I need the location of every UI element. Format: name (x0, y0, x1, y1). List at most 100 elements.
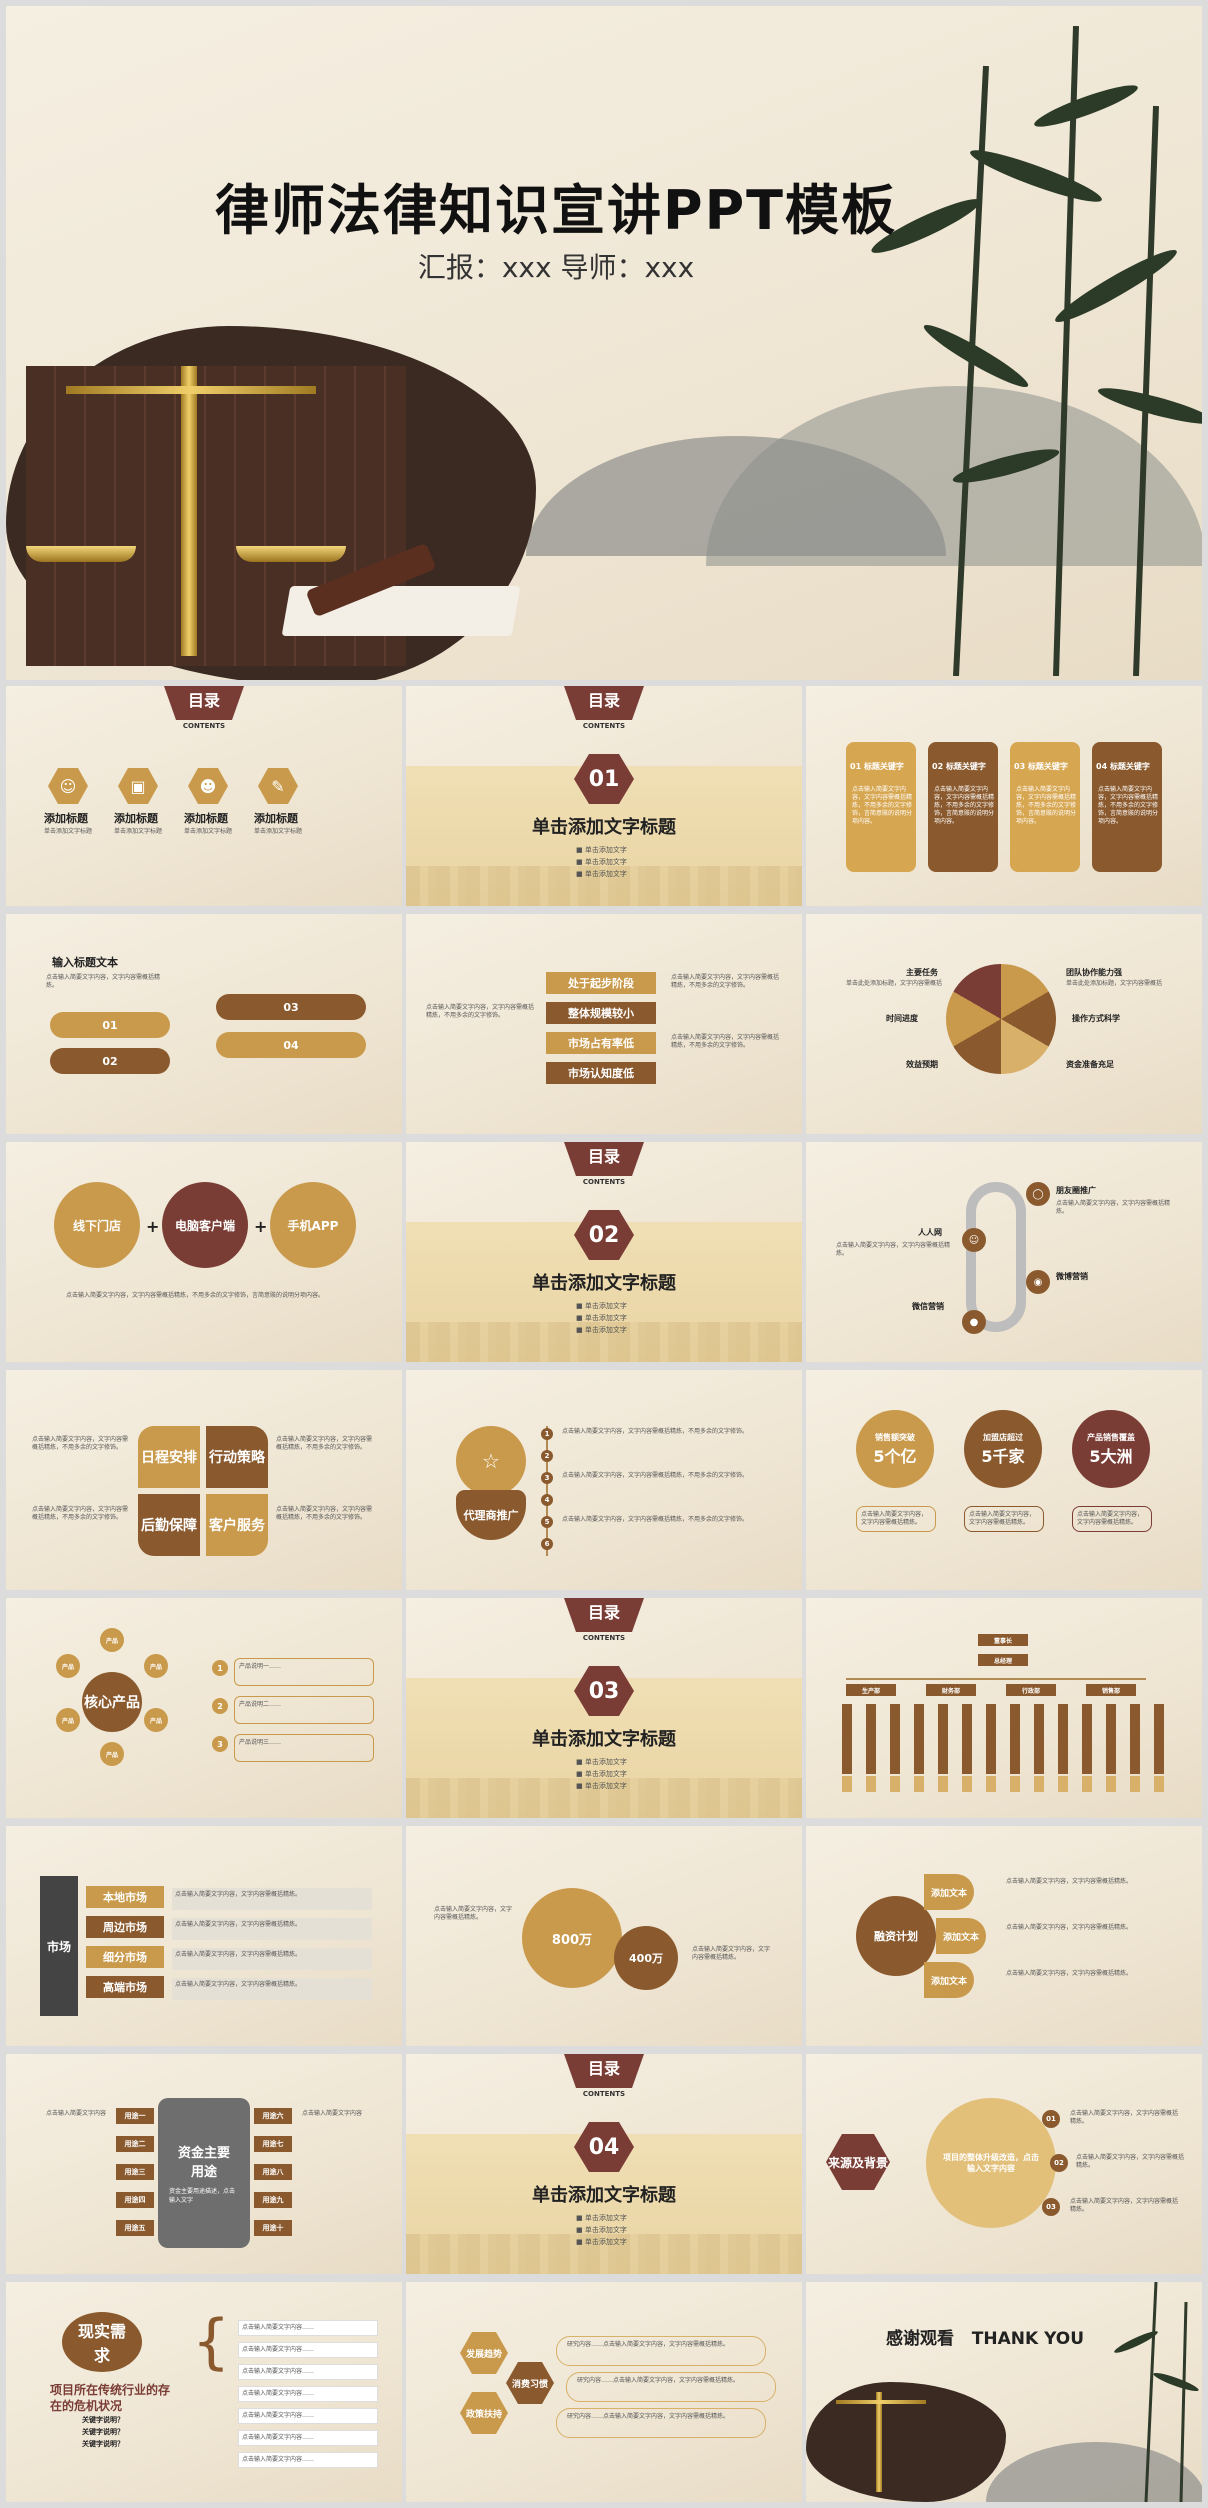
slide-core-product[interactable]: 核心产品 产品 产品 产品 产品 产品 产品 1 2 3 产品说明一…… 产品说… (6, 1598, 402, 1818)
quad-item: 客户服务 (206, 1494, 268, 1556)
demand-question: 关键字说明？ (82, 2416, 124, 2424)
page-title: 律师法律知识宣讲PPT模板 (215, 179, 897, 242)
slide-section-01[interactable]: 目录 CONTENTS 01 单击添加文字标题 ■ 单击添加文字 ■ 单击添加文… (406, 686, 802, 906)
slide-stage-arrows[interactable]: 处于起步阶段 整体规模较小 市场占有率低 市场认知度低 点击输入简要文字内容，文… (406, 914, 802, 1134)
card-title: 03 标题关键字 (1014, 762, 1068, 771)
slide-agent-promo[interactable]: ☆ 代理商推广 1 2 3 4 5 6 点击输入简要文字内容，文字内容需概括精炼… (406, 1370, 802, 1590)
image-icon: ▣ (118, 768, 158, 804)
slide-keyword-cards[interactable]: 01 标题关键字 02 标题关键字 03 标题关键字 04 标题关键字 点击输入… (806, 686, 1202, 906)
stage-text: 点击输入简要文字内容，文字内容需概括精炼，不用多余的文字修饰。 (426, 1004, 535, 1020)
slide-thanks[interactable]: 感谢观看 THANK YOU (806, 2282, 1202, 2502)
usage-center: 资金主要用途 资金主要用途描述，点击输入文字 (158, 2098, 250, 2248)
org-node: 销售部 (1086, 1684, 1136, 1696)
pie-text: 单击此处添加标题，文字内容需概括 (846, 980, 943, 987)
toc-item-sub: 单击添加文字标题 (114, 828, 163, 835)
agent-label: 代理商推广 (456, 1490, 526, 1540)
trend-text: 研究内容……点击输入简要文字内容，文字内容需概括精炼。 (556, 2408, 766, 2438)
slide-org-chart[interactable]: 董事长 总经理 生产部 财务部 行政部 销售部 (806, 1598, 1202, 1818)
slide-real-demand[interactable]: 现实需求 项目所在传统行业的存在的危机状况 关键字说明？ 关键字说明？ 关键字说… (6, 2282, 402, 2502)
user-icon: ☻ (188, 768, 228, 804)
step-number: 5 (541, 1516, 553, 1528)
contents-label: CONTENTS (582, 2090, 626, 2098)
section-bullet: ■ 单击添加文字 (576, 2226, 627, 2234)
slide-achievements[interactable]: 销售额突破 5个亿 加盟店超过 5千家 产品销售覆盖 5大洲 点击输入简要文字内容，文… (806, 1370, 1202, 1590)
contents-label: CONTENTS (582, 1634, 626, 1642)
section-bullet: ■ 单击添加文字 (576, 1314, 627, 1322)
petal: 产品 (100, 1742, 124, 1766)
slide-quadrant[interactable]: 日程安排 行动策略 后勤保障 客户服务 点击输入简要文字内容，文字内容需概括精炼… (6, 1370, 402, 1590)
slide-fund-usage[interactable]: 资金主要用途 资金主要用途描述，点击输入文字 用途一 用途二 用途三 用途四 用途… (6, 2054, 402, 2274)
demand-item: 点击输入简要文字内容…… (238, 2364, 378, 2380)
trend-text: 研究内容……点击输入简要文字内容，文字内容需概括精炼。 (566, 2372, 776, 2402)
market-row: 高端市场 (86, 1976, 164, 1998)
plan-center: 融资计划 (856, 1896, 936, 1976)
toc-item-sub: 单击添加文字标题 (254, 828, 303, 835)
card-text: 点击输入简要文字内容，文字内容需概括精炼，不用多余的文字修饰，言简意赅的说明分项… (1098, 786, 1159, 826)
pie-label: 资金准备充足 (1066, 1060, 1114, 1069)
demand-item: 点击输入简要文字内容…… (238, 2408, 378, 2424)
amount-large: 800万 (522, 1888, 622, 1988)
card-text: 点击输入简要文字内容，文字内容需概括精炼，不用多余的文字修饰，言简意赅的说明分项… (934, 786, 995, 826)
slide-funding-amounts[interactable]: 800万 400万 点击输入简要文字内容，文字内容需概括精炼。 点击输入简要文字… (406, 1826, 802, 2046)
slide-market[interactable]: 市场 本地市场 周边市场 细分市场 高端市场 点击输入简要文字内容，文字内容需概… (6, 1826, 402, 2046)
demand-title: 项目所在传统行业的存在的危机状况 (50, 2383, 171, 2414)
scale-pan-left (26, 546, 136, 562)
usage-left: 用途一 (116, 2108, 154, 2124)
keyword-card[interactable] (1010, 742, 1080, 872)
slide-section-02[interactable]: 目录 CONTENTS 02 单击添加文字标题 ■ 单击添加文字 ■ 单击添加文… (406, 1142, 802, 1362)
usage-left: 用途五 (116, 2220, 154, 2236)
usage-left: 用途三 (116, 2164, 154, 2180)
trend-hex: 消费习惯 (506, 2362, 554, 2404)
slide-channels[interactable]: 线下门店 电脑客户端 手机APP + + 点击输入简要文字内容，文字内容需概括精… (6, 1142, 402, 1362)
plan-part: 添加文本 (936, 1918, 986, 1954)
market-text: 点击输入简要文字内容，文字内容需概括精炼。 (172, 1978, 372, 2000)
timeline-line (546, 1426, 548, 1556)
market-row: 周边市场 (86, 1916, 164, 1938)
background-text: 点击输入简要文字内容，文字内容需概括精炼。 (1070, 2198, 1179, 2214)
slide-financing-plan[interactable]: 融资计划 添加文本 添加文本 添加文本 点击输入简要文字内容，文字内容需概括精炼… (806, 1826, 1202, 2046)
keyword-card[interactable] (928, 742, 998, 872)
stat-text: 点击输入简要文字内容，文字内容需概括精炼。 (1072, 1506, 1152, 1533)
slide-numbered-arrows[interactable]: 输入标题文本 01 02 03 04 点击输入简要文字内容，文字内容需概括精炼。 (6, 914, 402, 1134)
market-row: 细分市场 (86, 1946, 164, 1968)
stage-step: 处于起步阶段 (546, 972, 656, 994)
market-row: 本地市场 (86, 1886, 164, 1908)
trend-text: 研究内容……点击输入简要文字内容，文字内容需概括精炼。 (556, 2336, 766, 2366)
toc-item: 添加标题 (254, 812, 298, 825)
plan-text: 点击输入简要文字内容，文字内容需概括精炼。 (1006, 1878, 1133, 1885)
background-hex: 来源及背景 (826, 2134, 890, 2190)
pie-label: 时间进度 (886, 1014, 918, 1023)
slide-pie-tasks[interactable]: 主要任务 团队协作能力强 时间进度 操作方式科学 效益预期 资金准备充足 单击此… (806, 914, 1202, 1134)
channel-pc: 电脑客户端 (162, 1182, 248, 1268)
keyword-card[interactable] (846, 742, 916, 872)
plus-sign: + (254, 1217, 268, 1236)
toc-tab: 目录 (164, 686, 244, 720)
title-slide[interactable]: 律师法律知识宣讲PPT模板 汇报：xxx 导师：xxx (6, 6, 1202, 680)
list-item: 产品说明二…… (234, 1696, 374, 1724)
stat-circle: 产品销售覆盖 5大洲 (1072, 1410, 1150, 1488)
bamboo-illustration (1114, 2282, 1199, 2502)
bamboo-illustration (871, 26, 1202, 676)
amount-text: 点击输入简要文字内容，文字内容需概括精炼。 (692, 1946, 771, 1962)
friends-icon: ◯ (1026, 1182, 1050, 1206)
demand-item: 点击输入简要文字内容…… (238, 2452, 378, 2468)
keyword-card[interactable] (1092, 742, 1162, 872)
org-columns (842, 1704, 1172, 1774)
market-text: 点击输入简要文字内容，文字内容需概括精炼。 (172, 1888, 372, 1910)
slide-section-03[interactable]: 目录 CONTENTS 03 单击添加文字标题 ■ 单击添加文字 ■ 单击添加文… (406, 1598, 802, 1818)
people-icon: ☺ (962, 1228, 986, 1252)
slide-background[interactable]: 来源及背景 项目的整体升级改造，点击输入文字内容 01 02 03 点击输入简要… (806, 2054, 1202, 2274)
brace-icon: { (192, 2307, 231, 2377)
handshake-icon: ☆ (456, 1426, 526, 1496)
trend-hex: 发展趋势 (460, 2332, 508, 2374)
stat-text: 点击输入简要文字内容，文字内容需概括精炼。 (856, 1506, 936, 1533)
section-bullet: ■ 单击添加文字 (576, 1302, 627, 1310)
demand-bubble: 现实需求 (62, 2312, 142, 2372)
slide-trends[interactable]: 发展趋势 消费习惯 政策扶持 研究内容……点击输入简要文字内容，文字内容需概括精… (406, 2282, 802, 2502)
toc-item: 添加标题 (114, 812, 158, 825)
item-text: 点击输入简要文字内容，文字内容需概括精炼。 (46, 974, 161, 990)
slide-social-channels[interactable]: ◯ ☺ ◉ ● 朋友圈推广 人人网 微博营销 微信营销 点击输入简要文字内容，文… (806, 1142, 1202, 1362)
slide-section-04[interactable]: 目录 CONTENTS 04 单击添加文字标题 ■ 单击添加文字 ■ 单击添加文… (406, 2054, 802, 2274)
scale-beam (66, 386, 316, 394)
slide-toc[interactable]: 目录 CONTENTS ☺ ▣ ☻ ✎ 添加标题 添加标题 添加标题 添加标题 … (6, 686, 402, 906)
